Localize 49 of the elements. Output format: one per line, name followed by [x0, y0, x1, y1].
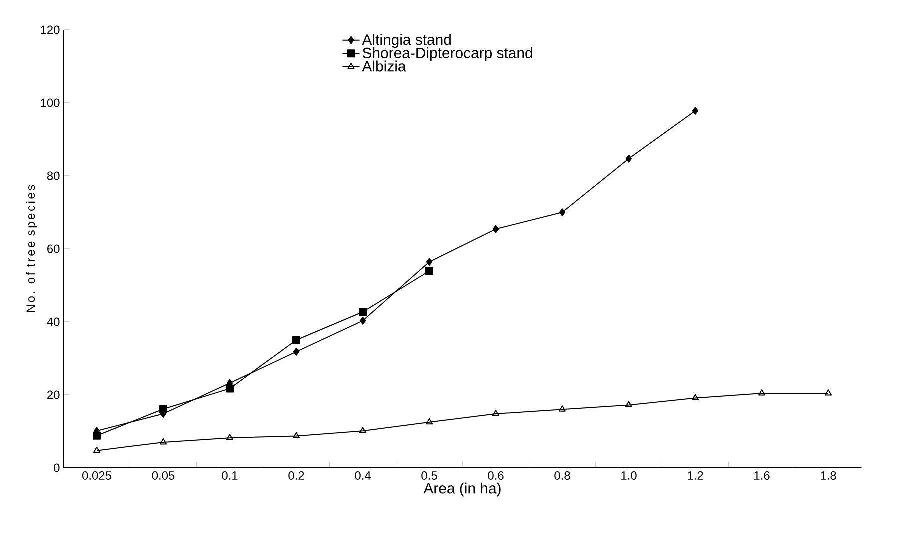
point	[226, 384, 234, 393]
y-tick-label: 80	[47, 172, 60, 180]
point	[492, 225, 500, 234]
y-tick-label: 0	[54, 464, 60, 472]
point	[93, 446, 101, 454]
x-tick-label: 0.8	[554, 472, 570, 480]
point	[426, 258, 433, 266]
point	[559, 208, 566, 216]
point	[292, 432, 300, 438]
x-tick-label: 1.0	[622, 472, 637, 480]
x-tick-label: 1.2	[688, 472, 704, 480]
point	[426, 418, 434, 425]
x-tick-label: 0.5	[422, 472, 438, 480]
x-axis-title: Area (in ha)	[424, 482, 501, 497]
point	[160, 405, 168, 414]
point	[226, 434, 234, 440]
y-tick-label: 40	[47, 318, 60, 326]
point	[360, 316, 366, 325]
point	[625, 401, 633, 408]
x-tick-label: 0.025	[82, 472, 112, 480]
x-tick-label: 0.6	[488, 472, 504, 480]
point	[359, 427, 367, 434]
point	[160, 438, 168, 445]
point	[824, 390, 832, 396]
point	[292, 336, 300, 344]
x-tick-label: 0.1	[222, 472, 238, 480]
x-tick-label: 0.4	[355, 472, 371, 480]
point	[692, 394, 700, 401]
point	[93, 432, 101, 440]
point	[293, 348, 300, 356]
y-tick-label: 60	[48, 244, 60, 254]
y-tick-label: 20	[48, 390, 60, 400]
x-tick-label: 1.6	[754, 472, 770, 480]
point	[558, 406, 566, 412]
point	[692, 107, 699, 116]
legend-label: Altingia stand	[362, 34, 451, 48]
x-tick-label: 1.8	[821, 472, 836, 480]
x-tick-label: 0.05	[152, 472, 175, 480]
y-axis-title: No. of tree species	[26, 185, 38, 312]
legend-label: Shorea-Dipterocarp stand	[362, 47, 532, 62]
y-tick-label: 100	[41, 98, 60, 108]
legend-label: Albizia	[362, 60, 406, 72]
point	[359, 308, 367, 316]
point	[426, 267, 434, 276]
point	[626, 154, 632, 163]
point	[758, 390, 766, 396]
point	[492, 410, 500, 416]
y-tick-label: 120	[41, 26, 60, 34]
x-tick-label: 0.2	[288, 472, 304, 480]
